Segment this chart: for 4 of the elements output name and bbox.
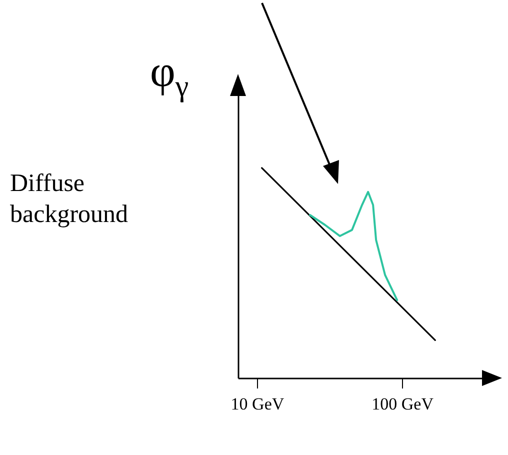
x-tick-label: 10 GeV [230,394,285,414]
y-axis-title: φ$_{γ}$ [150,47,189,103]
text: Diffuse background [10,169,130,230]
x-tick-label: 100 GeV [372,394,434,414]
